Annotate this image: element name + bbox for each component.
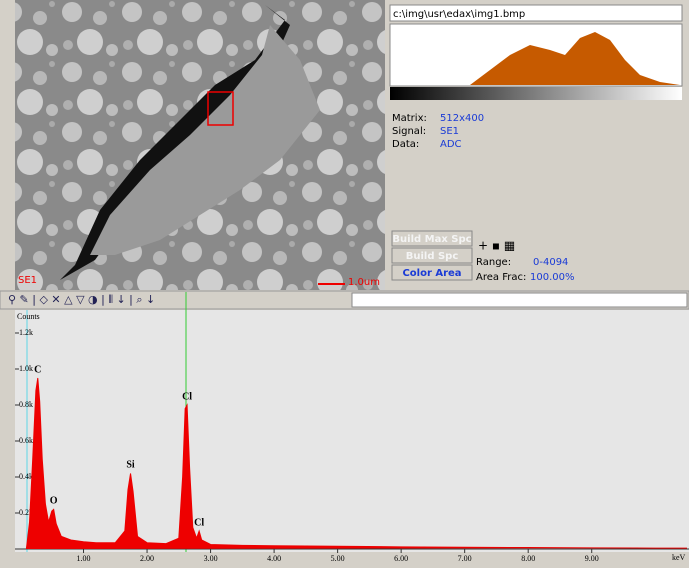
toolbar-icons[interactable]: ⚲ ✎ | ◇ ✕ △ ▽ ◑ | ⫴ ↓ | ⌕ ↓ (8, 293, 155, 306)
area-frac-label: Area Frac: (476, 272, 526, 283)
y-tick-label: 0.8k (19, 400, 33, 409)
x-tick-label: 3.00 (204, 554, 218, 563)
range-label: Range: (476, 257, 511, 268)
plot-area (15, 310, 689, 552)
toolbar-input[interactable] (352, 293, 687, 307)
image-marker: SE1 (18, 275, 37, 286)
x-axis-label: keV (672, 553, 686, 562)
info-label: Matrix: (392, 113, 427, 124)
x-tick-label: 8.00 (521, 554, 535, 563)
area-frac-value: 100.00% (530, 272, 575, 283)
x-tick-label: 9.00 (585, 554, 599, 563)
x-tick-label: 2.00 (140, 554, 154, 563)
peak-label: Cl (194, 517, 204, 528)
button-label[interactable]: Build Spc (406, 251, 459, 262)
scale-label: 1.0um (348, 277, 380, 288)
x-tick-label: 1.00 (77, 554, 91, 563)
peak-label: Si (126, 460, 135, 471)
info-value: ADC (440, 139, 462, 150)
button-label[interactable]: Build Max Spc (392, 234, 471, 245)
file-path: c:\img\usr\edax\img1.bmp (393, 9, 525, 20)
info-value: 512x400 (440, 113, 484, 124)
page: SE1 1.0um c:\img\usr\edax\img1.bmp + ▪ ▦… (0, 0, 689, 564)
y-tick-label: 0.6k (19, 436, 33, 445)
screen: SE1 1.0um c:\img\usr\edax\img1.bmp + ▪ ▦… (0, 0, 689, 564)
tool-icons: + ▪ ▦ (478, 239, 515, 253)
info-label: Data: (392, 139, 419, 150)
x-tick-label: 7.00 (458, 554, 472, 563)
x-tick-label: 5.00 (331, 554, 345, 563)
x-tick-label: 4.00 (267, 554, 281, 563)
y-axis-label: Counts (17, 312, 40, 321)
info-label: Signal: (392, 126, 426, 137)
range-value: 0-4094 (533, 257, 568, 268)
peak-label: C (34, 364, 41, 375)
peak-label: Cl (182, 391, 192, 402)
info-value: SE1 (440, 126, 459, 137)
button-label[interactable]: Color Area (402, 268, 461, 279)
x-tick-label: 6.00 (394, 554, 408, 563)
y-tick-label: 1.2k (19, 328, 33, 337)
gray-scale (390, 87, 682, 100)
y-tick-label: 0.4k (19, 472, 33, 481)
y-tick-label: 1.0k (19, 364, 33, 373)
peak-label: O (50, 496, 58, 507)
